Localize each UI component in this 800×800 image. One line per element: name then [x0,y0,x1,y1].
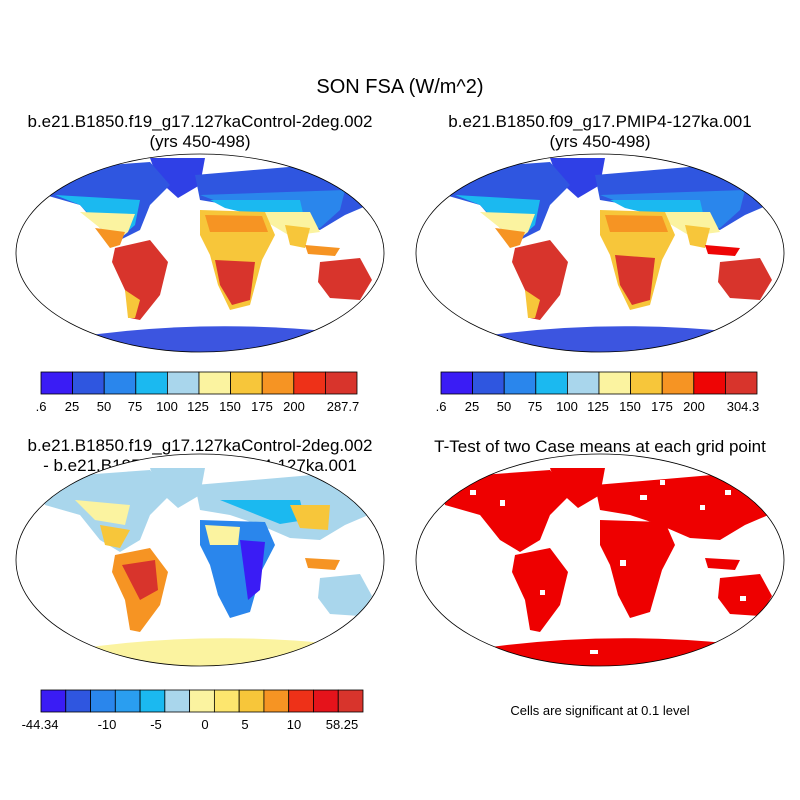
colorbar-difference-swatch [139,689,166,713]
colorbar-pmip-tick-label: 200 [683,399,705,414]
map-pmip [416,154,784,352]
map-control [16,154,384,352]
colorbar-control-tick-label: 200 [283,399,305,414]
colorbar-pmip-tick-label: 175 [651,399,673,414]
map-difference [16,454,384,666]
colorbar-pmip-swatch [661,371,695,395]
panel-title-pmip: b.e21.B1850.f09_g17.PMIP4-127ka.001 (yrs… [400,112,800,152]
colorbar-difference-swatch [263,689,290,713]
colorbar-difference-swatch [189,689,215,713]
colorbar-difference-swatch [164,689,191,713]
colorbar-control-swatch [40,371,74,395]
colorbar-control-swatch [324,371,358,395]
map-ttest [416,454,784,666]
colorbar-control-swatch [103,371,137,395]
colorbar-difference: -44.34 -10 -5 0 5 10 58.25 [22,689,364,732]
colorbar-pmip-tick-label: 75 [528,399,542,414]
colorbar-difference-tick-label: 10 [287,717,301,732]
colorbar-control-tick-label: 100 [156,399,178,414]
australia [318,258,372,300]
colorbar-pmip-tick-label: .6 [436,399,447,414]
colorbar-control-swatch [198,371,232,395]
colorbar-control-swatch [230,371,263,395]
colorbar-control-tick-label: 50 [97,399,111,414]
colorbar-difference-tick-label: 0 [201,717,208,732]
panel-title-ttest: T-Test of two Case means at each grid po… [434,437,766,456]
colorbar-difference-swatch [40,689,67,713]
colorbar-control-tick-label: 150 [219,399,241,414]
colorbar-pmip-swatch [535,371,568,395]
colorbar-difference-tick-label: -44.34 [22,717,59,732]
panel-title-pmip-case: b.e21.B1850.f09_g17.PMIP4-127ka.001 [448,112,752,131]
colorbar-difference-swatch [213,689,240,713]
colorbar-control-tick-label: 287.7 [327,399,360,414]
colorbar-control-tick-label: 75 [128,399,142,414]
colorbar-control-tick-label: 125 [187,399,209,414]
significance-note: Cells are significant at 0.1 level [510,703,690,718]
colorbar-pmip-swatch [567,371,600,395]
colorbar-pmip-swatch [472,371,505,395]
colorbar-pmip: .6 25 50 75 100 125 150 175 200 304.3 [436,371,760,414]
colorbar-difference-swatch [238,689,265,713]
colorbar-pmip-tick-label: 304.3 [727,399,760,414]
colorbar-pmip-tick-label: 25 [465,399,479,414]
africa [200,210,275,310]
greenland [150,158,205,198]
colorbar-pmip-swatch [503,371,537,395]
panel-title-pmip-years: (yrs 450-498) [549,132,651,151]
colorbar-pmip-swatch [693,371,726,395]
colorbar-difference-swatch [337,689,364,713]
colorbar-control: .6 25 50 75 100 125 150 175 200 287.7 [36,371,360,414]
panel-title-control: b.e21.B1850.f19_g17.127kaControl-2deg.00… [0,112,400,152]
panel-title-difference-case1: b.e21.B1850.f19_g17.127kaControl-2deg.00… [27,436,373,455]
colorbar-difference-swatch [114,689,141,713]
colorbar-difference-tick-label: 5 [241,717,248,732]
colorbar-control-tick-label: 25 [65,399,79,414]
colorbar-difference-swatch [90,689,116,713]
colorbar-control-swatch [166,371,200,395]
colorbar-control-swatch [135,371,168,395]
colorbar-pmip-tick-label: 125 [587,399,609,414]
colorbar-difference-swatch [313,689,339,713]
colorbar-pmip-swatch [598,371,632,395]
colorbar-difference-swatch [65,689,91,713]
colorbar-control-swatch [293,371,326,395]
figure-title: SON FSA (W/m^2) [316,76,484,98]
colorbar-pmip-tick-label: 100 [556,399,578,414]
south-america [112,240,168,320]
colorbar-control-tick-label: .6 [36,399,47,414]
colorbar-pmip-tick-label: 50 [497,399,511,414]
colorbar-difference-tick-label: 58.25 [326,717,359,732]
colorbar-control-tick-label: 175 [251,399,273,414]
colorbar-pmip-swatch [725,371,758,395]
colorbar-pmip-tick-label: 150 [619,399,641,414]
colorbar-control-swatch [261,371,295,395]
colorbar-control-swatch [72,371,105,395]
colorbar-difference-tick-label: -10 [98,717,117,732]
colorbar-difference-swatch [288,689,314,713]
colorbar-difference-tick-label: -5 [150,717,162,732]
panel-title-control-years: (yrs 450-498) [149,132,251,151]
colorbar-pmip-swatch [440,371,474,395]
colorbar-pmip-swatch [630,371,663,395]
panel-title-control-case: b.e21.B1850.f19_g17.127kaControl-2deg.00… [27,112,373,131]
